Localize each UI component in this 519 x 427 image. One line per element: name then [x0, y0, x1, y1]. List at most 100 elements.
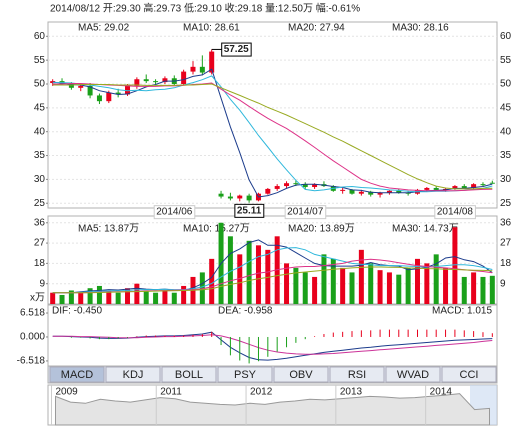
tab-label[interactable]: KDJ: [123, 369, 144, 381]
volume-bar: [461, 276, 467, 304]
candle-body: [274, 186, 280, 189]
legend-entry: MA5: 13.87万: [78, 224, 139, 235]
tab[interactable]: [161, 366, 217, 383]
y-tick-label: 9: [39, 278, 45, 289]
volume-bar: [396, 274, 402, 304]
volume-bar: [386, 272, 392, 304]
volume-bar: [330, 258, 336, 304]
volume-bar: [312, 276, 318, 304]
tab[interactable]: [273, 366, 329, 383]
candle-body: [358, 191, 364, 194]
tab[interactable]: [105, 366, 161, 383]
ma-line: [52, 82, 493, 192]
tab[interactable]: [441, 366, 497, 383]
candle-body: [377, 192, 383, 195]
candle-body: [106, 92, 112, 102]
candle-body: [87, 85, 93, 96]
y-tick-label-right: 25: [500, 198, 512, 209]
volume-bar: [405, 267, 411, 304]
volume-bar: [153, 292, 159, 304]
candle-body: [433, 187, 439, 190]
candle-body: [181, 71, 187, 84]
candle-body: [349, 189, 355, 194]
volume-bar: [87, 288, 93, 304]
y-tick-label: 30: [34, 174, 46, 185]
volume-bar: [349, 272, 355, 304]
volume-bar: [302, 272, 308, 304]
tab[interactable]: [329, 366, 385, 383]
macd-panel: [47, 304, 498, 367]
candle-body: [78, 85, 84, 88]
volume-bar: [358, 249, 364, 304]
candle-body: [237, 195, 243, 199]
y-tick-label-right: 35: [500, 150, 512, 161]
candle-body: [386, 190, 392, 193]
y-tick-label: 45: [34, 102, 46, 113]
volume-bar: [293, 267, 299, 304]
candle-body: [96, 95, 102, 102]
volume-bar: [452, 227, 458, 304]
y-tick-label: 0.000: [20, 332, 45, 343]
macd-line: [52, 334, 493, 355]
low-annotation: 25.11: [237, 205, 262, 216]
volume-bar: [414, 258, 420, 304]
tab-label[interactable]: RSI: [348, 369, 366, 381]
x-tick-label: 2014/08: [437, 207, 474, 218]
x-tick-label: 2014/06: [156, 207, 193, 218]
label-box: [221, 42, 252, 57]
volume-bar: [162, 290, 168, 304]
candle-body: [134, 79, 140, 86]
legend-entry: MA30: 28.16: [392, 23, 449, 34]
volume-bar: [59, 294, 65, 304]
candle-body: [489, 182, 495, 184]
y-tick-label: 50: [34, 79, 46, 90]
tab[interactable]: [217, 366, 273, 383]
volume-bar: [443, 267, 449, 304]
legend-entry: MA20: 27.94: [288, 23, 345, 34]
ma-line: [52, 75, 493, 193]
volume-bar: [171, 292, 177, 304]
volume-bar: [115, 292, 121, 304]
candle-body: [162, 78, 168, 83]
tab-label[interactable]: BOLL: [175, 369, 203, 381]
tab-label[interactable]: OBV: [289, 369, 313, 381]
legend-entry: MA10: 28.61: [183, 23, 240, 34]
legend-entry: MA20: 13.89万: [288, 224, 355, 235]
tab-label[interactable]: PSY: [234, 369, 257, 381]
x-tick-label: 2014/07: [287, 207, 324, 218]
volume-bar: [424, 263, 430, 304]
tab[interactable]: [49, 366, 105, 383]
y-tick-label: 60: [34, 31, 46, 42]
legend-entry: DEA: -0.958: [218, 306, 273, 317]
volume-bar: [237, 254, 243, 304]
ma-line: [52, 247, 493, 294]
y-tick-label: 36: [34, 217, 46, 228]
legend-entry: DIF: -0.450: [52, 306, 102, 317]
y-tick-label: 6.518: [20, 308, 45, 319]
tab[interactable]: [385, 366, 441, 383]
candle-body: [190, 66, 196, 72]
y-tick-label: 18: [34, 258, 46, 269]
volume-bar: [433, 254, 439, 304]
tab-label[interactable]: MACD: [61, 369, 93, 381]
candle-body: [199, 66, 205, 73]
y-tick-label: 27: [34, 238, 46, 249]
y-tick-label: 35: [34, 150, 46, 161]
volume-bar: [50, 292, 56, 304]
candle-body: [405, 192, 411, 194]
volume-bar: [227, 236, 233, 304]
y-tick-label-right: 40: [500, 126, 512, 137]
y-tick-label-right: 45: [500, 102, 512, 113]
candle-body: [284, 183, 290, 187]
candle-body: [115, 92, 121, 95]
candle-body: [227, 196, 233, 199]
volume-bar: [106, 290, 112, 304]
volume-bar: [480, 276, 486, 304]
legend-entry: MA30: 14.73万: [392, 224, 459, 235]
tab-label[interactable]: CCI: [460, 369, 479, 381]
y-tick-label-right: 18: [500, 258, 512, 269]
volume-bar: [134, 283, 140, 304]
label-box: [434, 205, 476, 220]
tab-label[interactable]: WVAD: [397, 369, 429, 381]
